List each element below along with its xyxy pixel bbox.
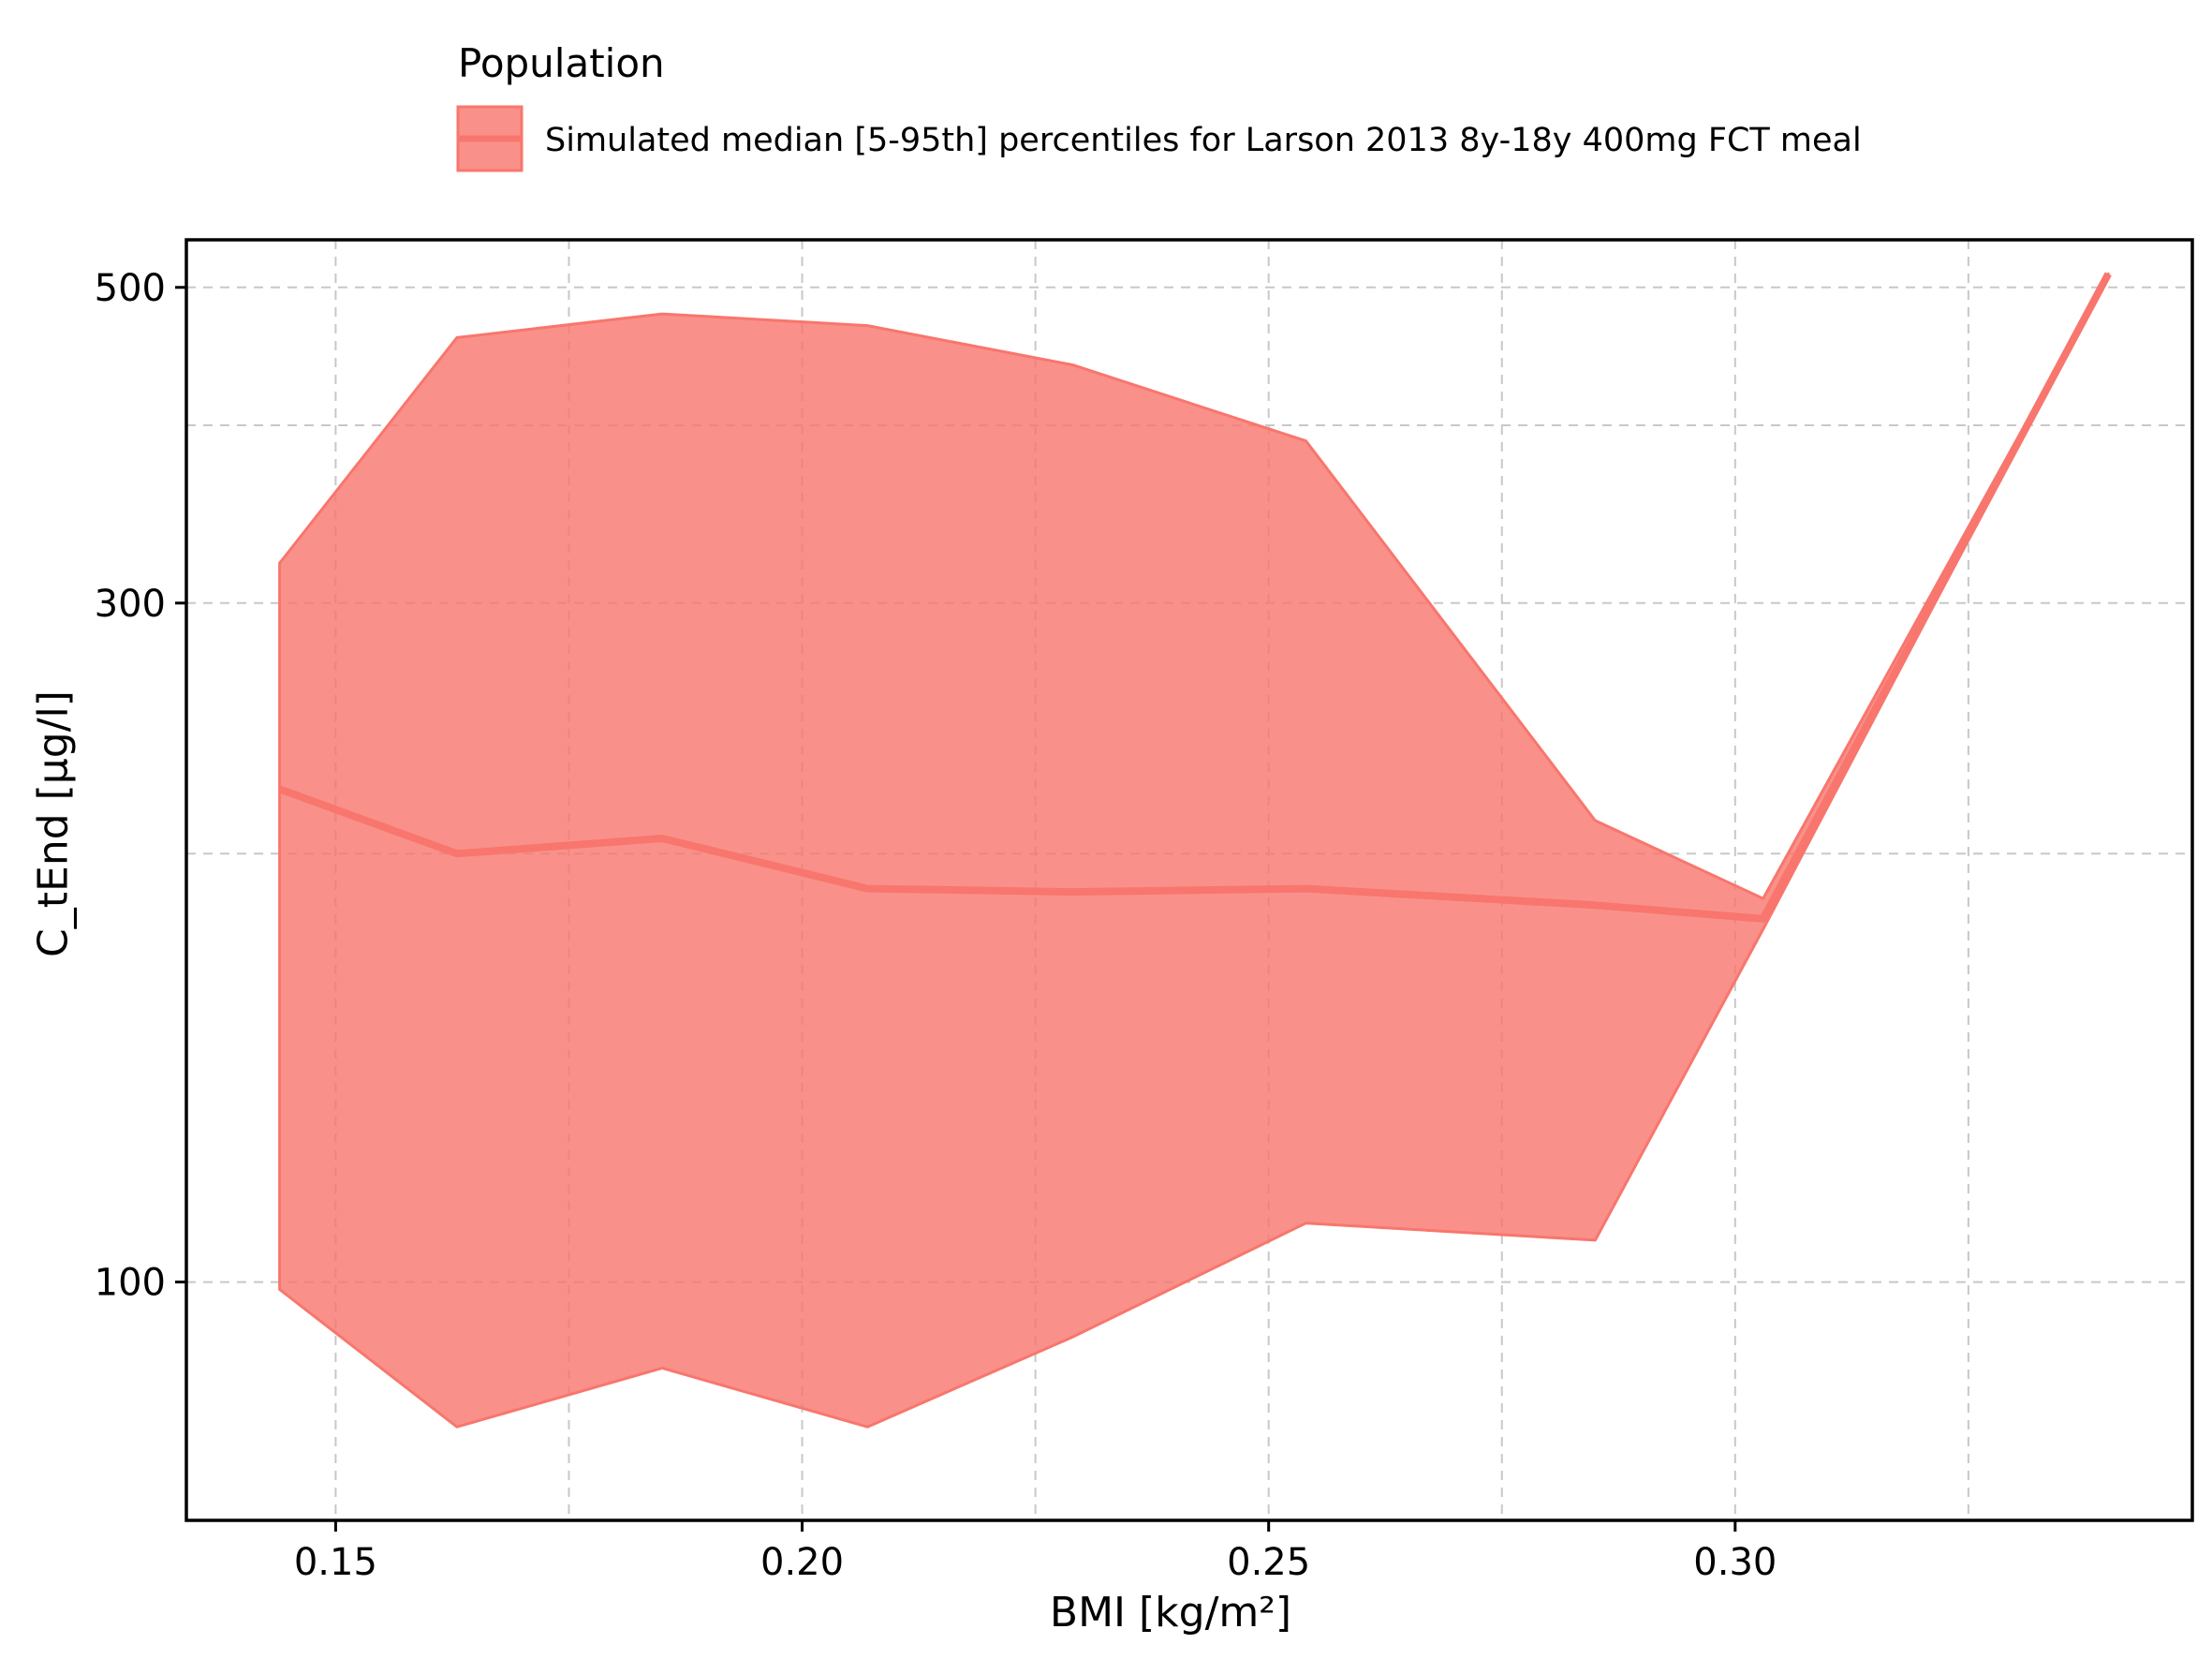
- x-tick-label: 0.25: [1227, 1541, 1310, 1584]
- median-line: [278, 272, 2112, 923]
- band-layer: [278, 272, 2110, 1429]
- x-tick-label: 0.30: [1693, 1541, 1777, 1584]
- tick-layer: 0.15 0.20 0.25 0.30 100 300 500: [95, 267, 1777, 1584]
- y-axis-title: C_tEnd [µg/l]: [29, 690, 77, 957]
- plot-frame: [184, 238, 2194, 1522]
- y-tick-label: 300: [95, 583, 166, 626]
- legend: Population Simulated median [5-95th] per…: [456, 40, 1862, 172]
- percentile-band: [278, 272, 2110, 1429]
- legend-title: Population: [458, 40, 665, 86]
- legend-entry-label: Simulated median [5-95th] percentiles fo…: [545, 122, 1862, 159]
- line-layer: [278, 272, 2112, 923]
- x-axis-title: BMI [kg/m²]: [1050, 1589, 1291, 1637]
- y-tick-label: 500: [95, 267, 166, 310]
- y-tick-label: 100: [95, 1262, 166, 1305]
- x-tick-label: 0.15: [294, 1541, 377, 1584]
- x-tick-label: 0.20: [760, 1541, 844, 1584]
